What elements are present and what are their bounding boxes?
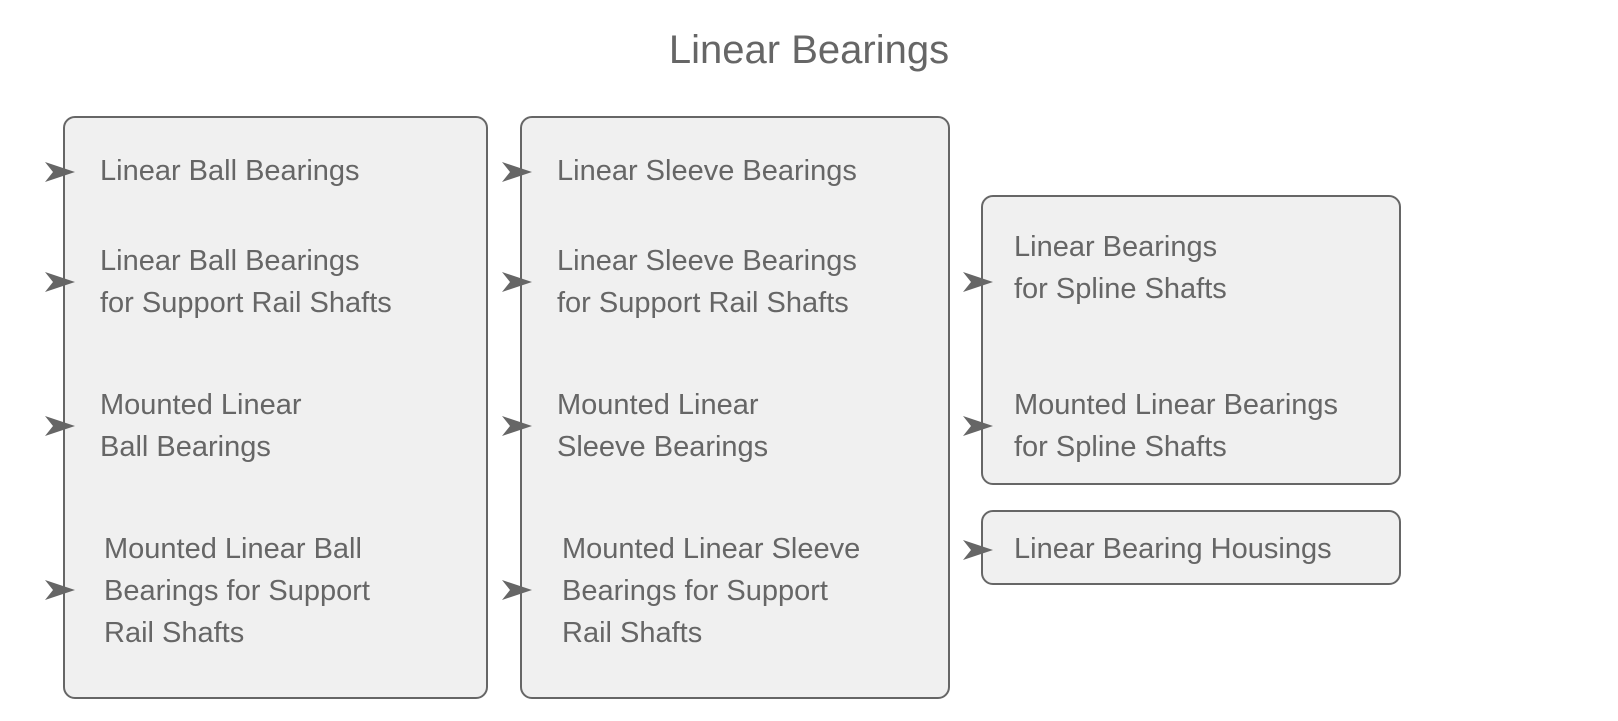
category-link[interactable]: Mounted Linear Sleeve Bearings for Suppo… bbox=[562, 528, 860, 654]
category-link[interactable]: Mounted Linear Bearings for Spline Shaft… bbox=[1014, 384, 1338, 468]
category-link[interactable]: Linear Ball Bearings bbox=[100, 150, 360, 192]
category-link[interactable]: Mounted Linear Ball Bearings for Support… bbox=[104, 528, 370, 654]
category-link[interactable]: Linear Ball Bearings for Support Rail Sh… bbox=[100, 240, 392, 324]
page-title: Linear Bearings bbox=[0, 28, 1618, 73]
arrow-icon bbox=[502, 580, 532, 600]
arrow-icon bbox=[502, 162, 532, 182]
arrow-icon bbox=[45, 272, 75, 292]
category-link[interactable]: Linear Bearings for Spline Shafts bbox=[1014, 226, 1227, 310]
category-link[interactable]: Mounted Linear Ball Bearings bbox=[100, 384, 302, 468]
arrow-icon bbox=[502, 272, 532, 292]
category-link[interactable]: Linear Sleeve Bearings for Support Rail … bbox=[557, 240, 857, 324]
arrow-icon bbox=[963, 416, 993, 436]
arrow-icon bbox=[963, 272, 993, 292]
arrow-icon bbox=[45, 580, 75, 600]
category-link[interactable]: Mounted Linear Sleeve Bearings bbox=[557, 384, 768, 468]
arrow-icon bbox=[502, 416, 532, 436]
category-link[interactable]: Linear Bearing Housings bbox=[1014, 528, 1332, 570]
arrow-icon bbox=[45, 162, 75, 182]
arrow-icon bbox=[45, 416, 75, 436]
category-link[interactable]: Linear Sleeve Bearings bbox=[557, 150, 857, 192]
arrow-icon bbox=[963, 540, 993, 560]
